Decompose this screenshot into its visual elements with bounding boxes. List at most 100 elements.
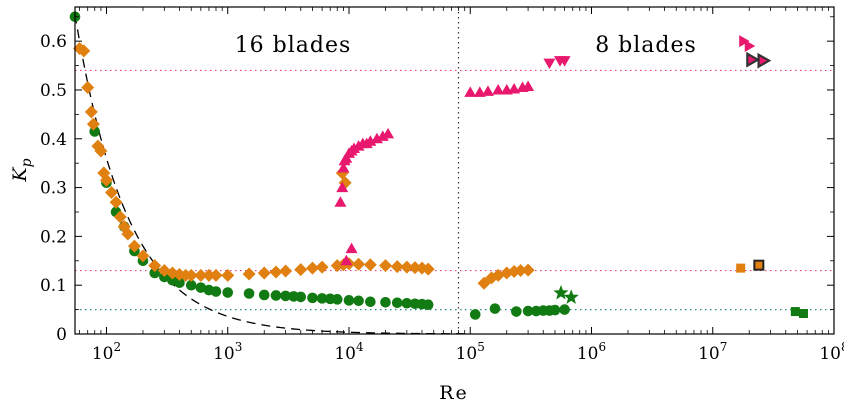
- y-tick-label-4: 0.4: [40, 130, 67, 150]
- point-circle-0-37: [511, 306, 522, 317]
- point-circle-0-43: [559, 304, 570, 315]
- point-diamond-1-21: [184, 268, 198, 282]
- x-tick-label-2: 104: [334, 340, 364, 364]
- x-tick-label-0: 102: [92, 340, 121, 364]
- point-circle-0-18: [270, 290, 282, 301]
- point-circle-0-15: [222, 287, 234, 298]
- point-triangle-down-3-2: [558, 56, 571, 67]
- point-triangle-up-2-22: [508, 82, 521, 94]
- point-diamond-1-23: [202, 268, 216, 282]
- point-star-6-1: [563, 289, 579, 304]
- point-circle-0-21: [295, 291, 307, 303]
- point-diamond-1-28: [269, 265, 283, 279]
- point-diamond-1-4: [86, 117, 100, 131]
- point-circle-0-27: [353, 295, 364, 307]
- point-circle-0-14: [210, 286, 222, 297]
- point-circle-0-11: [185, 279, 197, 291]
- point-circle-0-19: [280, 290, 291, 302]
- point-diamond-1-29: [279, 264, 293, 278]
- point-triangle-up-2-17: [464, 86, 477, 97]
- x-axis-label: Re: [439, 382, 469, 404]
- point-square-outlined-8-0: [753, 259, 765, 271]
- point-diamond-1-31: [305, 261, 319, 275]
- point-circle-0-17: [258, 289, 270, 301]
- point-diamond-1-15: [136, 249, 150, 263]
- point-square-9-1: [798, 309, 808, 319]
- point-triangle-right-outlined-5-0: [746, 51, 761, 68]
- point-diamond-1-16: [148, 259, 162, 273]
- point-diamond-1-9: [105, 185, 119, 199]
- axes: 102 103 104 105 106 107 108 0 0.1 0.2 0.3 0.4 0.5 0.6: [40, 6, 844, 364]
- point-circle-0-30: [391, 297, 403, 309]
- point-circle-0-10: [174, 277, 185, 289]
- point-circle-0-31: [401, 297, 413, 309]
- data-markers: [69, 11, 808, 320]
- point-circle-0-22: [307, 292, 318, 304]
- point-circle-0-29: [380, 296, 391, 308]
- x-tick-label-3: 105: [456, 340, 485, 364]
- point-circle-0-34: [422, 299, 434, 311]
- point-triangle-up-2-1: [336, 181, 349, 193]
- point-star-6-0: [553, 285, 569, 300]
- point-triangle-right-4-0: [739, 35, 750, 48]
- point-diamond-1-11: [113, 210, 127, 224]
- plot-frame: [74, 6, 835, 335]
- point-triangle-up-2-0: [334, 196, 347, 207]
- point-square-7-0: [736, 263, 746, 273]
- point-diamond-1-30: [294, 263, 308, 277]
- point-triangle-up-2-24: [522, 80, 535, 92]
- point-triangle-up-2-20: [492, 83, 505, 95]
- point-circle-0-35: [469, 309, 481, 320]
- point-diamond-1-6: [94, 144, 108, 158]
- point-diamond-1-36: [352, 257, 366, 271]
- point-circle-0-25: [331, 294, 343, 305]
- y-axis-label: Kp: [9, 158, 35, 182]
- point-square-9-0: [790, 307, 800, 317]
- point-diamond-1-1: [77, 44, 91, 58]
- point-diamond-1-41: [408, 261, 422, 275]
- x-tick-label-5: 107: [698, 340, 727, 364]
- fit-curve-group: [75, 14, 470, 334]
- point-triangle-up-2-15: [340, 254, 353, 266]
- point-triangle-up-2-16: [345, 242, 358, 254]
- point-circle-0-38: [522, 305, 534, 317]
- point-circle-0-12: [195, 282, 207, 293]
- point-diamond-1-26: [242, 267, 256, 281]
- x-tick-label-6: 108: [819, 340, 844, 364]
- x-tick-label-4: 106: [577, 340, 606, 364]
- y-tick-label-2: 0.2: [40, 227, 67, 247]
- point-diamond-1-24: [209, 268, 223, 282]
- y-tick-label-0: 0: [56, 325, 67, 345]
- point-triangle-down-3-0: [543, 58, 556, 70]
- annotation-16-blades: 16 blades: [235, 33, 352, 58]
- point-triangle-right-4-1: [744, 40, 756, 53]
- x-tick-label-1: 103: [213, 340, 242, 364]
- annotation-8-blades: 8 blades: [595, 33, 697, 58]
- y-tick-label-1: 0.1: [40, 276, 67, 296]
- point-diamond-1-37: [363, 258, 377, 272]
- point-diamond-1-3: [84, 105, 98, 119]
- point-diamond-1-14: [127, 239, 141, 253]
- point-circle-0-36: [489, 303, 501, 314]
- point-diamond-1-32: [315, 260, 329, 274]
- point-triangle-up-2-2: [337, 162, 350, 173]
- point-triangle-up-2-14: [382, 127, 395, 139]
- point-diamond-1-38: [378, 259, 392, 273]
- point-diamond-1-10: [109, 195, 123, 209]
- point-circle-0-7: [149, 267, 161, 279]
- point-diamond-1-27: [257, 266, 271, 280]
- point-diamond-1-40: [400, 260, 414, 274]
- point-diamond-1-8: [99, 173, 113, 187]
- point-diamond-1-51: [514, 264, 528, 278]
- point-triangle-up-2-19: [481, 85, 494, 96]
- point-triangle-up-2-18: [473, 86, 486, 97]
- point-triangle-right-outlined-5-1: [757, 52, 772, 69]
- y-tick-label-3: 0.3: [40, 179, 67, 199]
- y-tick-label-6: 0.6: [40, 32, 67, 52]
- point-diamond-1-13: [121, 227, 135, 241]
- point-diamond-1-25: [221, 268, 235, 282]
- point-circle-0-26: [343, 295, 355, 306]
- point-diamond-1-22: [194, 268, 208, 282]
- point-diamond-1-43: [421, 262, 435, 276]
